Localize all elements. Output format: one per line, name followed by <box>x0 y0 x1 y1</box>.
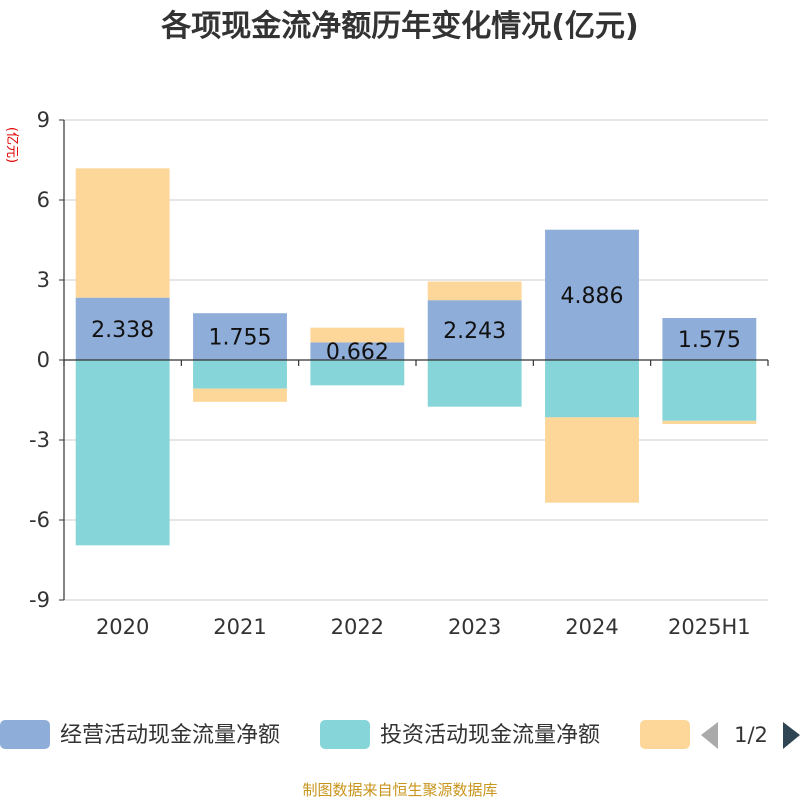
y-tick-label: -6 <box>29 508 50 532</box>
x-tick-label: 2025H1 <box>668 615 751 639</box>
source-note: 制图数据来自恒生聚源数据库 <box>302 781 497 799</box>
y-axis-label: (亿元) <box>4 127 19 163</box>
bar-series-2 <box>75 360 170 546</box>
bar-series-2 <box>310 360 405 386</box>
bar-series-3 <box>310 327 405 343</box>
legend-swatch <box>640 720 690 749</box>
bar-series-3 <box>662 420 757 424</box>
y-tick-label: -9 <box>29 588 50 612</box>
bar-series-3 <box>75 168 170 298</box>
data-labels: 2.338 1.755 0.662 2.243 4.886 1.575 <box>91 284 741 365</box>
bar-series-2 <box>545 360 639 418</box>
legend-swatch <box>0 720 50 749</box>
data-label: 4.886 <box>561 284 624 309</box>
bar-series-2 <box>662 360 757 421</box>
y-tick-label: 0 <box>37 348 50 372</box>
legend-prev-icon[interactable] <box>701 722 718 749</box>
bar-series-3 <box>193 388 287 402</box>
bar-series-1 <box>662 318 757 360</box>
bar-series-3 <box>427 281 522 301</box>
y-tick-label: 9 <box>37 108 50 132</box>
chart-title: 各项现金流净额历年变化情况(亿元) <box>160 9 638 44</box>
data-label: 0.662 <box>326 340 389 365</box>
x-tick-label: 2024 <box>565 615 618 639</box>
x-tick-label: 2020 <box>96 615 149 639</box>
bar-series-1 <box>193 313 287 360</box>
axes: 9 6 3 0 -3 -6 -9 2020 2021 2022 2023 2024 2025H1 <box>29 108 769 639</box>
x-tick-label: 2022 <box>331 615 384 639</box>
bar-series-1 <box>75 297 170 360</box>
legend-next-icon[interactable] <box>783 722 800 749</box>
bars <box>75 168 757 546</box>
data-label: 1.575 <box>678 328 741 353</box>
data-label: 2.243 <box>443 319 506 344</box>
x-tick-label: 2021 <box>213 615 266 639</box>
bar-series-1 <box>545 229 639 360</box>
legend-swatch <box>320 720 370 749</box>
bar-series-2 <box>427 360 522 407</box>
legend-page: 1/2 <box>734 723 768 747</box>
bar-series-2 <box>193 360 287 389</box>
bar-series-1 <box>310 342 405 360</box>
bar-series-1 <box>427 300 522 360</box>
legend-label: 经营活动现金流量净额 <box>60 723 280 748</box>
legend-label: 投资活动现金流量净额 <box>380 723 600 748</box>
data-label: 1.755 <box>209 326 272 351</box>
y-tick-label: 3 <box>37 268 50 292</box>
x-tick-label: 2023 <box>448 615 501 639</box>
y-tick-label: -3 <box>29 428 50 452</box>
bar-series-3 <box>545 417 639 503</box>
y-tick-label: 6 <box>37 188 50 212</box>
legend: 经营活动现金流量净额 投资活动现金流量净额 1/2 <box>0 720 800 749</box>
data-label: 2.338 <box>91 318 154 343</box>
